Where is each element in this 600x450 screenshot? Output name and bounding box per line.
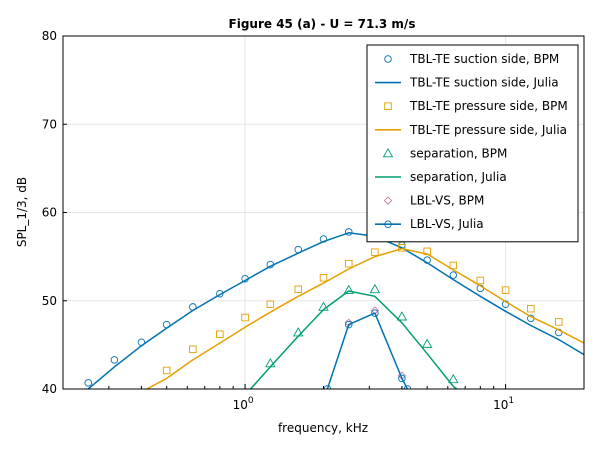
legend-label: TBL-TE suction side, Julia (409, 76, 559, 90)
series-line (87, 232, 584, 389)
data-point (266, 300, 275, 309)
series-layer (84, 228, 584, 389)
data-point (189, 345, 197, 354)
series-7 (323, 309, 412, 389)
x-axis-label: frequency, kHz (278, 421, 368, 435)
legend-label: TBL-TE pressure side, Julia (409, 123, 567, 137)
legend-item: separation, BPM (382, 146, 507, 160)
data-point (84, 379, 92, 387)
data-point (421, 338, 433, 348)
y-tick-label: 70 (42, 117, 57, 131)
series-line (250, 290, 458, 389)
x-axis-ticks: 100 101 (62, 384, 585, 412)
legend-label: TBL-TE suction side, BPM (409, 52, 559, 66)
legend-label: separation, Julia (410, 170, 507, 184)
legend-item: separation, Julia (375, 170, 507, 184)
data-point (241, 313, 249, 322)
series-line (146, 247, 584, 389)
legend: TBL-TE suction side, BPM TBL-TE suction s… (366, 44, 579, 243)
data-point (371, 309, 379, 317)
data-point (343, 284, 355, 294)
y-axis-label: SPL_1/3, dB (15, 177, 29, 247)
chart-title: Figure 45 (a) - U = 71.3 m/s (229, 17, 416, 31)
x-tick-label: 100 (233, 396, 254, 412)
series-1 (87, 232, 584, 389)
data-point (369, 283, 381, 294)
data-point (527, 304, 535, 313)
data-point (398, 244, 406, 252)
series-2 (162, 244, 563, 375)
y-tick-label: 60 (42, 206, 57, 220)
legend-box (366, 44, 579, 243)
data-point (216, 289, 224, 298)
legend-label: separation, BPM (410, 146, 507, 160)
legend-label: LBL-VS, BPM (410, 194, 484, 208)
data-point (323, 385, 332, 389)
legend-swatch (384, 102, 392, 110)
legend-item: TBL-TE pressure side, BPM (384, 99, 568, 113)
data-point (501, 286, 510, 294)
y-axis-ticks: 40 50 60 70 80 (42, 29, 67, 396)
x-tick-label: 101 (493, 396, 514, 412)
data-point (344, 228, 353, 236)
data-point (403, 385, 412, 389)
data-point (319, 274, 328, 282)
data-point (448, 373, 459, 384)
legend-label: TBL-TE pressure side, BPM (409, 99, 568, 113)
data-point (555, 318, 563, 326)
legend-item: TBL-TE suction side, Julia (375, 76, 559, 90)
data-point (344, 259, 353, 268)
y-tick-label: 50 (42, 294, 57, 308)
data-point (449, 271, 458, 279)
series-line (326, 312, 409, 389)
data-point (162, 366, 171, 375)
data-point (449, 261, 458, 270)
y-tick-label: 80 (42, 29, 57, 43)
data-point (476, 276, 485, 285)
data-point (398, 374, 406, 383)
legend-item: TBL-TE suction side, BPM (384, 52, 559, 66)
data-point (371, 248, 379, 256)
series-5 (250, 290, 458, 389)
data-point (110, 356, 119, 364)
legend-item: LBL-VS, Julia (375, 217, 484, 231)
legend-swatch-marker (384, 220, 392, 228)
data-point (216, 330, 224, 339)
legend-swatch (384, 55, 392, 63)
legend-swatch (382, 147, 394, 158)
legend-swatch (383, 196, 393, 205)
series-3 (146, 247, 584, 389)
data-point (396, 311, 408, 321)
data-point (344, 320, 353, 329)
legend-item: LBL-VS, BPM (383, 194, 484, 208)
legend-label: LBL-VS, Julia (410, 217, 484, 231)
data-point (294, 285, 303, 294)
legend-item: TBL-TE pressure side, Julia (375, 123, 567, 137)
y-tick-label: 40 (42, 382, 57, 396)
